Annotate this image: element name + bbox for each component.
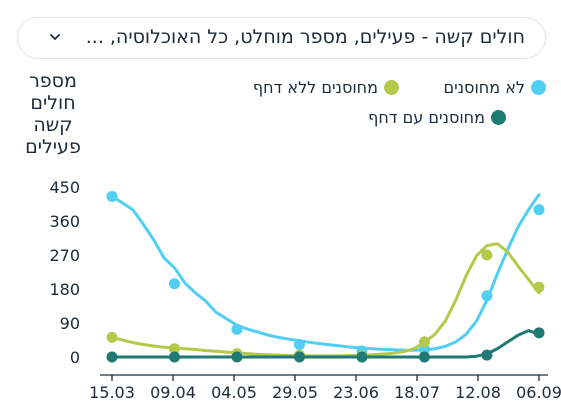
y-tick-label: 90 (60, 314, 80, 333)
metric-selector-dropdown[interactable]: חולים קשה - פעילים, מספר מוחלט, כל האוכל… (17, 17, 546, 59)
y-tick-label: 270 (49, 246, 80, 265)
series-point-2[interactable] (481, 349, 493, 361)
x-tick-label: 15.03 (89, 383, 135, 402)
series-point-0[interactable] (231, 323, 243, 335)
legend-label-vaccinated-no-booster: מחוסנים ללא דחף (252, 78, 378, 97)
legend-dot-vaccinated-no-booster (384, 80, 399, 95)
series-point-2[interactable] (293, 351, 305, 363)
series-point-0[interactable] (106, 190, 118, 202)
series-point-2[interactable] (418, 351, 430, 363)
series-line-2[interactable] (110, 329, 541, 359)
y-tick-label: 0 (70, 348, 80, 367)
chevron-down-icon[interactable] (48, 30, 62, 44)
series-point-2[interactable] (533, 327, 545, 339)
series-point-1[interactable] (533, 281, 545, 293)
y-tick-label: 180 (49, 280, 80, 299)
x-tick-label: 18.07 (394, 383, 440, 402)
x-tick-label: 04.05 (211, 383, 257, 402)
legend-label-unvaccinated: לא מחוסנים (443, 78, 525, 97)
x-tick-label: 06.09 (516, 383, 561, 402)
x-tick-label: 12.08 (455, 383, 501, 402)
metric-selector-value: חולים קשה - פעילים, מספר מוחלט, כל האוכל… (85, 26, 525, 48)
series-point-1[interactable] (418, 336, 430, 348)
legend-item-vaccinated-booster[interactable]: מחוסנים עם דחף (368, 108, 506, 127)
series-point-2[interactable] (106, 351, 118, 363)
legend-label-vaccinated-booster: מחוסנים עם דחף (368, 108, 485, 127)
legend-dot-vaccinated-booster (491, 110, 506, 125)
series-point-0[interactable] (293, 339, 305, 351)
series-point-2[interactable] (356, 351, 368, 363)
y-axis-label: מספר חולים קשה פעילים (25, 70, 81, 158)
series-point-2[interactable] (231, 351, 243, 363)
y-tick-label: 450 (49, 178, 80, 197)
series-point-1[interactable] (168, 343, 180, 355)
series-point-1[interactable] (481, 249, 493, 261)
series-point-1[interactable] (106, 331, 118, 343)
x-tick-label: 23.06 (333, 383, 379, 402)
series-point-2[interactable] (168, 351, 180, 363)
x-tick-label: 09.04 (150, 383, 196, 402)
legend-dot-unvaccinated (531, 80, 546, 95)
series-point-0[interactable] (481, 290, 493, 302)
y-tick-label: 360 (49, 212, 80, 231)
x-tick-label: 29.05 (272, 383, 318, 402)
series-point-0[interactable] (168, 278, 180, 290)
legend-item-vaccinated-no-booster[interactable]: מחוסנים ללא דחף (253, 78, 399, 97)
series-line-1[interactable] (110, 242, 541, 358)
series-line-0[interactable] (110, 193, 541, 352)
series-point-0[interactable] (533, 204, 545, 216)
series-point-0[interactable] (418, 343, 430, 355)
legend-item-unvaccinated[interactable]: לא מחוסנים (443, 78, 546, 97)
